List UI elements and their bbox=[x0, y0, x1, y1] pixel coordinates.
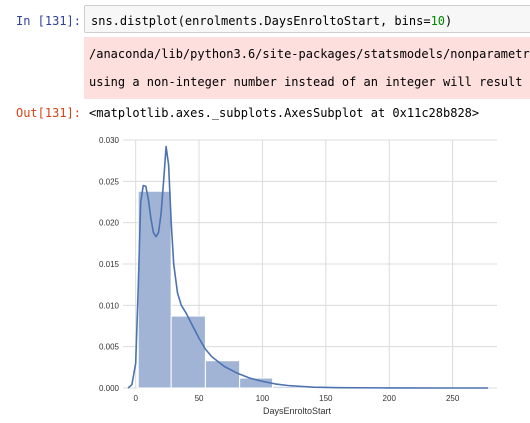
y-tick-label: 0.000 bbox=[99, 384, 120, 393]
code-number: 10 bbox=[430, 14, 446, 28]
x-tick-label: 200 bbox=[383, 394, 397, 403]
x-tick-label: 150 bbox=[319, 394, 333, 403]
y-tick-label: 0.005 bbox=[99, 343, 120, 352]
kde-layer bbox=[127, 145, 489, 389]
y-tick-label: 0.025 bbox=[99, 177, 120, 186]
histogram-bar bbox=[170, 315, 206, 389]
y-tick-label: 0.015 bbox=[99, 260, 120, 269]
histogram-bar bbox=[137, 190, 172, 389]
y-tick-label: 0.020 bbox=[99, 219, 120, 228]
input-prompt: In [131]: bbox=[15, 14, 81, 28]
kde-line bbox=[127, 145, 489, 389]
code-cell[interactable]: sns.distplot(enrolments.DaysEnroltoStart… bbox=[84, 5, 530, 33]
x-axis-label: DaysEnroltoStart bbox=[263, 406, 332, 416]
x-tick-labels: 0 50 100 150 200 250 bbox=[133, 394, 459, 403]
x-tick-label: 50 bbox=[195, 394, 204, 403]
code-text: sns.distplot(enrolments.DaysEnroltoStart… bbox=[91, 14, 452, 28]
output-text: <matplotlib.axes._subplots.AxesSubplot a… bbox=[89, 106, 480, 120]
histogram-bars bbox=[137, 190, 476, 389]
y-tick-label: 0.010 bbox=[99, 301, 120, 310]
x-tick-label: 100 bbox=[256, 394, 270, 403]
stderr-line-2: using a non-integer number instead of an… bbox=[89, 75, 530, 89]
y-tick-labels: 0.000 0.005 0.010 0.015 0.020 0.025 0.030 bbox=[99, 136, 120, 393]
x-tick-label: 0 bbox=[133, 394, 138, 403]
code-prefix: sns.distplot(enrolments.DaysEnroltoStart… bbox=[91, 14, 431, 28]
y-tick-label: 0.030 bbox=[99, 136, 120, 145]
code-suffix: ) bbox=[445, 14, 453, 28]
stderr-output: /anaconda/lib/python3.6/site-packages/st… bbox=[84, 37, 530, 99]
x-tick-label: 250 bbox=[446, 394, 460, 403]
output-prompt: Out[131]: bbox=[15, 106, 81, 120]
stderr-line-1: /anaconda/lib/python3.6/site-packages/st… bbox=[89, 47, 530, 61]
